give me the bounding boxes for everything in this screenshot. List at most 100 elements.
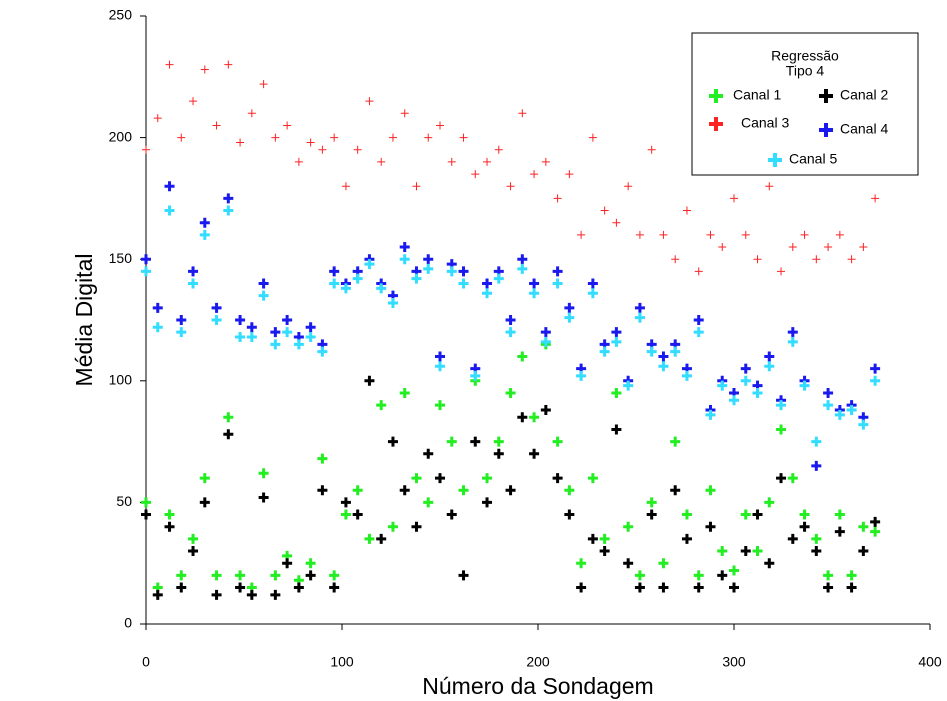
point <box>705 485 716 496</box>
point <box>705 409 716 420</box>
point <box>693 327 704 338</box>
point <box>482 288 493 299</box>
point <box>176 570 187 581</box>
point <box>305 322 316 333</box>
legend-label: Canal 1 <box>733 87 781 103</box>
point <box>223 193 234 204</box>
point <box>753 255 762 264</box>
point <box>599 546 610 557</box>
point <box>423 263 434 274</box>
point <box>634 312 645 323</box>
point <box>493 436 504 447</box>
point <box>246 322 257 333</box>
point <box>447 157 456 166</box>
point <box>812 255 821 264</box>
point <box>164 205 175 216</box>
point <box>199 473 210 484</box>
point <box>352 485 363 496</box>
point <box>587 473 598 484</box>
point <box>647 145 656 154</box>
point <box>200 65 209 74</box>
point <box>340 283 351 294</box>
x-tick-label: 200 <box>526 654 550 670</box>
legend-label: Canal 5 <box>789 151 837 167</box>
point <box>612 218 621 227</box>
point <box>399 485 410 496</box>
point <box>787 473 798 484</box>
point <box>611 336 622 347</box>
x-axis-title: Número da Sondagem <box>422 673 653 699</box>
point <box>212 121 221 130</box>
point <box>529 288 540 299</box>
point <box>317 453 328 464</box>
point <box>646 497 657 508</box>
point <box>293 339 304 350</box>
point <box>658 558 669 569</box>
point <box>340 497 351 508</box>
point <box>353 145 362 154</box>
point <box>764 351 775 362</box>
point <box>799 380 810 391</box>
point <box>624 182 633 191</box>
point <box>564 312 575 323</box>
point <box>529 448 540 459</box>
point <box>270 589 281 600</box>
point <box>787 327 798 338</box>
point <box>834 409 845 420</box>
point <box>318 145 327 154</box>
point <box>587 533 598 544</box>
point <box>446 509 457 520</box>
point <box>517 254 528 265</box>
point <box>540 404 551 415</box>
point <box>659 230 668 239</box>
point <box>340 509 351 520</box>
point <box>552 473 563 484</box>
point <box>493 448 504 459</box>
point <box>611 387 622 398</box>
point <box>870 375 881 386</box>
point <box>494 145 503 154</box>
point <box>553 194 562 203</box>
point <box>188 533 199 544</box>
point <box>787 533 798 544</box>
point <box>258 468 269 479</box>
point <box>352 509 363 520</box>
point <box>717 380 728 391</box>
point <box>176 582 187 593</box>
point <box>446 436 457 447</box>
point <box>423 448 434 459</box>
legend-box <box>691 32 919 176</box>
point <box>576 582 587 593</box>
point <box>282 558 293 569</box>
point <box>141 509 151 520</box>
point <box>693 582 704 593</box>
point <box>223 412 234 423</box>
point <box>352 273 363 284</box>
series <box>141 181 881 471</box>
point <box>364 533 375 544</box>
point <box>164 509 175 520</box>
y-tick-label: 50 <box>116 493 132 509</box>
point <box>835 230 844 239</box>
point <box>730 194 738 203</box>
point <box>693 570 704 581</box>
point <box>634 570 645 581</box>
point <box>282 315 293 325</box>
point <box>858 419 869 430</box>
point <box>376 400 387 411</box>
point <box>577 230 586 239</box>
point <box>459 133 468 142</box>
point <box>329 266 340 277</box>
point <box>694 267 703 276</box>
point <box>611 327 622 338</box>
point <box>164 181 175 192</box>
point <box>823 582 834 593</box>
point <box>341 182 350 191</box>
point <box>376 533 387 544</box>
point <box>717 546 728 557</box>
point <box>364 375 375 386</box>
legend-marker <box>819 123 833 137</box>
point <box>177 133 186 142</box>
point <box>294 157 303 166</box>
